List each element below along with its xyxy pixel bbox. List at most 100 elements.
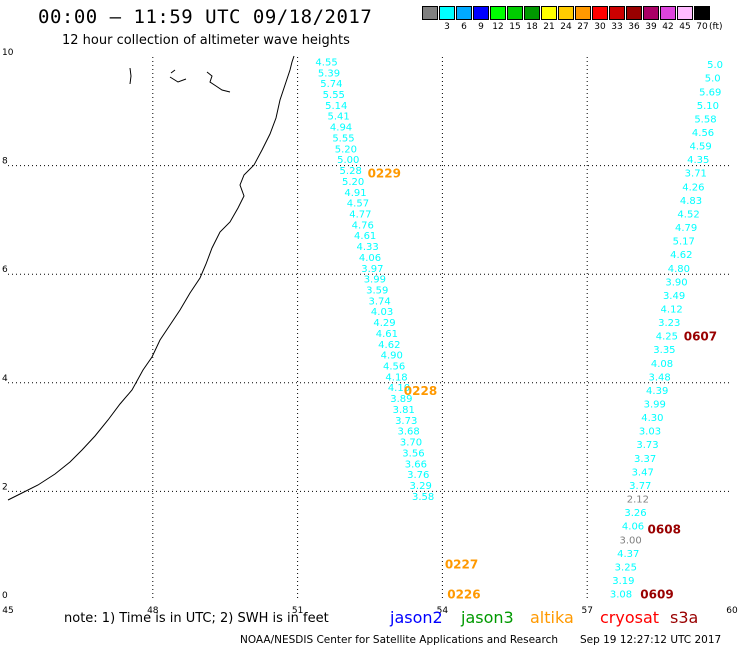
satellite-name: altika: [530, 608, 574, 627]
wave-height-label: 5.39: [318, 68, 340, 79]
wave-height-label: 4.61: [376, 329, 398, 340]
wave-height-label: 4.29: [373, 318, 395, 329]
time-label: 0226: [447, 588, 480, 602]
satellite-name: s3a: [670, 608, 699, 627]
time-label: 0227: [445, 558, 478, 572]
island: [129, 67, 132, 85]
legend-label: 15: [509, 22, 521, 32]
wave-height-label: 4.79: [675, 223, 697, 234]
legend-label: 6: [461, 22, 467, 32]
legend-swatch: [694, 6, 710, 20]
wave-height-label: 4.12: [661, 304, 683, 315]
wave-height-label: 5.74: [320, 79, 342, 90]
wave-height-label: 3.49: [663, 291, 685, 302]
map-grid: 45 48 51 54 57 60 0 2 4 6 8 10: [2, 48, 738, 616]
legend-label: 36: [628, 22, 640, 32]
legend-swatch: [592, 6, 608, 20]
satellite-name: jason2: [390, 608, 443, 627]
legend-swatch: [473, 6, 489, 20]
coastline: [7, 55, 295, 501]
wave-height-label: 3.29: [410, 481, 432, 492]
lon-tick-label: 45: [2, 606, 13, 616]
wave-height-label: 3.48: [648, 372, 670, 383]
legend-label: 12: [492, 22, 504, 32]
legend-units: (ft): [709, 22, 723, 32]
wave-height-label: 3.71: [685, 169, 707, 180]
legend-swatch: [643, 6, 659, 20]
wave-height-label: 3.19: [612, 576, 634, 587]
wave-height-label: 4.56: [692, 128, 714, 139]
legend-label: 27: [577, 22, 589, 32]
legend-label: 42: [662, 22, 674, 32]
wave-height-label: 3.89: [390, 394, 412, 405]
wave-height-label: 4.55: [315, 57, 337, 68]
wave-height-label: 3.77: [629, 481, 651, 492]
wave-height-label: 3.68: [397, 427, 419, 438]
wave-height-label: 5.55: [332, 133, 354, 144]
wave-height-label: 3.74: [369, 296, 391, 307]
wave-height-label: 4.18: [385, 372, 407, 383]
legend-swatch: [660, 6, 676, 20]
legend-label: 3: [444, 22, 450, 32]
legend-label: 21: [543, 22, 555, 32]
lon-tick-label: 60: [726, 606, 738, 616]
lat-tick-label: 2: [2, 482, 8, 492]
legend-swatch: [575, 6, 591, 20]
wave-height-label: 4.37: [617, 549, 639, 560]
wave-height-label: 4.08: [651, 359, 673, 370]
wave-height-label: 4.59: [689, 142, 711, 153]
wave-height-label: 3.97: [361, 264, 383, 275]
wave-height-label: 3.66: [405, 459, 427, 470]
wave-height-label: 4.56: [383, 362, 405, 373]
lon-tick-label: 57: [581, 606, 592, 616]
wave-height-label: 2.12: [627, 495, 649, 506]
wave-height-label: 4.77: [349, 209, 371, 220]
note-text: note: 1) Time is in UTC; 2) SWH is in fe…: [64, 611, 329, 626]
legend-swatch: [626, 6, 642, 20]
wave-height-label: 4.76: [352, 220, 374, 231]
legend-swatch: [677, 6, 693, 20]
lat-tick-label: 6: [2, 265, 8, 275]
legend-swatch: [524, 6, 540, 20]
legend-swatch: [490, 6, 506, 20]
wave-height-label: 4.90: [381, 351, 403, 362]
legend-swatch: [507, 6, 523, 20]
wave-height-label: 5.41: [327, 112, 349, 123]
wave-height-label: 4.83: [680, 196, 702, 207]
lat-tick-label: 10: [2, 48, 14, 58]
legend-label: 70: [696, 22, 708, 32]
satellite-name: cryosat: [600, 608, 660, 627]
lat-tick-label: 4: [2, 374, 8, 384]
lon-tick-label: 54: [437, 606, 449, 616]
time-label: 0228: [404, 384, 437, 398]
satellite-name: jason3: [461, 608, 514, 627]
wave-height-label: 3.70: [400, 438, 422, 449]
wave-height-label: 3.23: [658, 318, 680, 329]
wave-height-label: 3.35: [653, 345, 675, 356]
altimeter-track-b: 3.08 3.19 3.25 4.37 3.00 4.06 3.26 2.12 3.77 3.47…: [610, 60, 723, 600]
wave-height-label: 3.90: [665, 277, 687, 288]
wave-height-label: 3.99: [364, 275, 386, 286]
chart-subtitle: 12 hour collection of altimeter wave hei…: [62, 33, 350, 48]
wave-height-label: 5.17: [673, 237, 695, 248]
wave-height-label: 5.20: [335, 144, 357, 155]
time-label: 0229: [368, 167, 401, 181]
legend-swatch: [456, 6, 472, 20]
wave-height-label: 3.81: [393, 405, 415, 416]
wave-height-label: 5.10: [697, 101, 719, 112]
wave-height-label: 3.73: [636, 440, 658, 451]
legend-swatch: [422, 6, 438, 20]
legend-label: 45: [679, 22, 691, 32]
wave-height-label: 5.20: [342, 177, 364, 188]
wave-height-label: 4.52: [677, 209, 699, 220]
generated-timestamp: Sep 19 12:27:12 UTC 2017: [580, 634, 722, 646]
lat-tick-label: 8: [2, 157, 8, 167]
wave-height-label: 3.99: [644, 400, 666, 411]
coastline-somalia: [7, 55, 295, 501]
wave-height-label: 4.62: [670, 250, 692, 261]
time-label: 0607: [684, 330, 717, 344]
wave-height-label: 4.94: [330, 123, 352, 134]
wave-height-label: 4.25: [656, 332, 678, 343]
wave-height-label: 3.26: [624, 508, 646, 519]
